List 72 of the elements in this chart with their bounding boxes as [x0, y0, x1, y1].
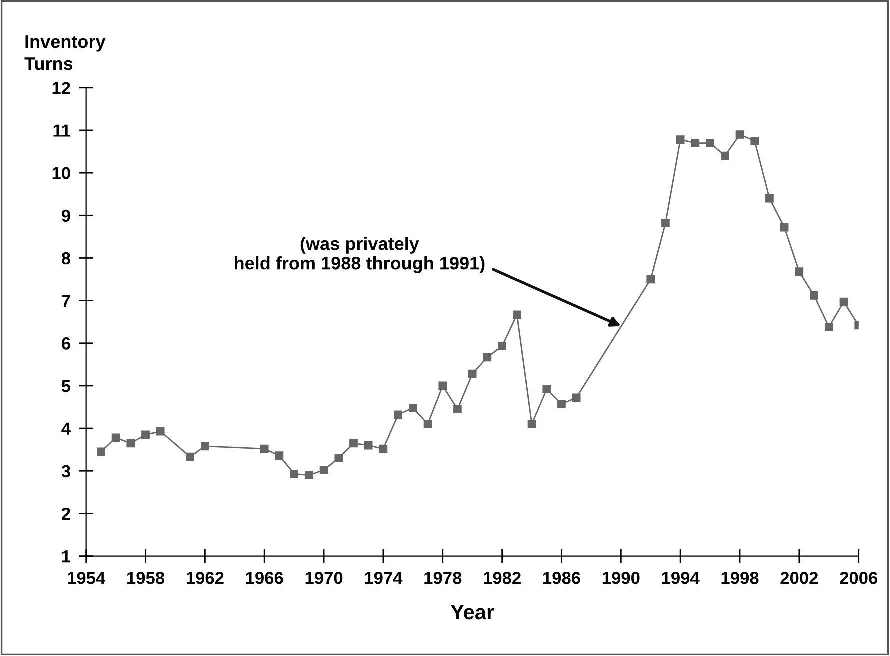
point	[424, 420, 432, 428]
y-tick-label: 1	[62, 550, 71, 563]
point	[558, 400, 566, 408]
point	[156, 427, 165, 436]
point	[468, 370, 477, 378]
x-tick-label: 1958	[128, 572, 165, 584]
point	[350, 439, 358, 448]
point	[394, 410, 402, 420]
y-tick-label: 4	[62, 422, 71, 435]
annotation: (was privately held from 1988 through 1991)	[235, 237, 485, 274]
point	[260, 444, 269, 454]
point	[720, 152, 730, 160]
point	[780, 223, 789, 232]
point	[646, 275, 656, 284]
point	[750, 136, 760, 146]
x-tick-label: 2006	[840, 572, 878, 584]
point	[766, 194, 774, 203]
x-tick-label: 1966	[246, 572, 284, 584]
point	[364, 441, 373, 450]
point	[334, 454, 344, 463]
x-axis-title: Year	[450, 605, 494, 620]
point	[824, 323, 834, 332]
x-tick-label: 1962	[186, 572, 224, 584]
point	[186, 452, 194, 462]
x-tick-label: 1978	[424, 572, 462, 584]
point	[542, 385, 552, 394]
x-tick-label: 1970	[306, 572, 343, 584]
x-tick-label: 1998	[722, 572, 759, 584]
point	[512, 310, 522, 320]
point	[483, 353, 492, 362]
x-tick-label: 1986	[544, 572, 580, 584]
point	[275, 452, 284, 460]
point	[438, 382, 448, 390]
y-tick-label: 3	[62, 465, 70, 478]
point	[379, 444, 388, 454]
point	[97, 448, 106, 456]
point	[528, 420, 536, 428]
point	[142, 430, 150, 440]
y-tick-label: 10	[52, 167, 70, 180]
point	[572, 394, 581, 402]
y-tick-label: 6	[62, 338, 70, 350]
point	[305, 471, 314, 480]
x-tick-label: 2002	[780, 572, 818, 584]
point	[290, 470, 298, 478]
point	[409, 404, 418, 412]
y-tick-label: 12	[52, 82, 70, 94]
point	[498, 342, 506, 351]
y-tick-label: 11	[54, 124, 71, 137]
y-tick-label: 7	[62, 295, 70, 308]
point	[840, 298, 848, 306]
x-tick-label: 1990	[602, 572, 640, 584]
point	[320, 466, 328, 474]
x-tick-label: 1982	[484, 572, 521, 584]
point	[201, 442, 210, 451]
point	[691, 139, 700, 148]
y-tick-label: 2	[62, 508, 70, 520]
point	[810, 292, 818, 300]
point	[662, 219, 670, 228]
point	[736, 130, 744, 139]
point	[676, 136, 685, 144]
point	[795, 268, 804, 276]
y-tick-label: 8	[62, 252, 71, 265]
x-tick-label: 1974	[365, 572, 403, 584]
y-axis-title: Inventory Turns	[24, 36, 106, 70]
point	[112, 434, 120, 442]
y-tick-label: 9	[62, 210, 70, 222]
point	[126, 439, 136, 448]
point	[706, 139, 714, 148]
x-tick-label: 1954	[68, 572, 106, 584]
point	[454, 405, 462, 414]
y-tick-label: 5	[62, 380, 71, 392]
x-tick-label: 1994	[662, 572, 700, 584]
